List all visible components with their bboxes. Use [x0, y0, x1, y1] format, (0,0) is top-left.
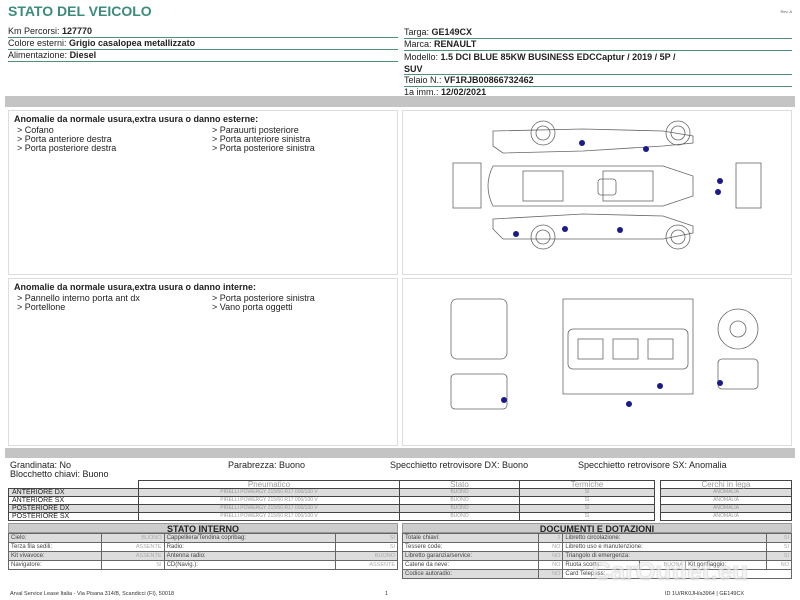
specchietto-sx: Specchietto retrovisore SX: Anomalia	[578, 460, 727, 470]
section-divider	[5, 96, 795, 107]
page-title: STATO DEL VEICOLO	[8, 3, 152, 19]
exterior-heading: Anomalie da normale usura,extra usura o …	[14, 114, 259, 124]
footer-address: Arval Service Lease Italia - Via Pisana …	[10, 591, 175, 597]
section-divider	[5, 448, 795, 458]
damage-item: > Pannello interno porta ant dx	[17, 293, 140, 303]
damage-item: > Vano porta oggetti	[212, 302, 293, 312]
info-row: Colore esterni: Grigio casalopea metalli…	[8, 38, 398, 50]
damage-markers	[501, 380, 723, 407]
interior-heading: Anomalie da normale usura,extra usura o …	[14, 282, 257, 292]
rims-table: Cerchi in lega ANOMALIA ANOMALIA ANOMALI…	[660, 480, 792, 521]
document-id: ID 1U/RK0JH/a3964 | GE149CX	[665, 591, 745, 597]
table-row: ANTERIORE SX PIRELLI POWERGY 215/60 R17 0…	[8, 496, 655, 505]
table-row: POSTERIORE SX PIRELLI POWERGY 215/60 R17 …	[8, 512, 655, 521]
vehicle-info-left: Km Percorsi: 127770 Colore esterni: Grig…	[8, 26, 398, 62]
table-row: ANTERIORE DX PIRELLI POWERGY 215/60 R17 0…	[8, 488, 655, 497]
specchietto-dx: Specchietto retrovisore DX: Buono	[390, 460, 529, 470]
damage-markers	[513, 140, 723, 237]
info-row: Targa: GE149CX	[404, 27, 792, 39]
info-row: Km Percorsi: 127770	[8, 26, 398, 38]
tyres-table: Pneumatico Stato Termiche ANTERIORE DX PIRE…	[8, 480, 655, 521]
blocchetto-chiavi: Blocchetto chiavi: Buono	[10, 469, 109, 479]
info-row: Alimentazione: Diesel	[8, 50, 398, 62]
vehicle-info-right: Targa: GE149CX Marca: RENAULT Modello: 1…	[404, 27, 792, 99]
damage-item: > Porta posteriore sinistra	[212, 293, 315, 303]
damage-item: > Porta anteriore sinistra	[212, 134, 311, 144]
interior-car-diagram	[402, 278, 792, 446]
stato-interno: STATO INTERNO Cielo: BUONO Cappelliera/Ten…	[7, 523, 399, 570]
info-row: Marca: RENAULT	[404, 39, 792, 51]
damage-item: > Cofano	[17, 125, 54, 135]
damage-item: > Porta posteriore destra	[17, 143, 117, 153]
exterior-car-diagram	[402, 110, 792, 275]
page-number: 1	[385, 591, 389, 597]
info-row: Telaio N.: VF1RJB00866732462	[404, 75, 792, 87]
section-title: STATO INTERNO	[8, 523, 398, 534]
damage-item: > Parauurti posteriore	[212, 125, 299, 135]
parabrezza: Parabrezza: Buono	[228, 460, 306, 470]
section-title: DOCUMENTI E DOTAZIONI	[402, 523, 792, 534]
interior-damage-list: Anomalie da normale usura,extra usura o …	[8, 278, 398, 446]
damage-item: > Porta posteriore sinistra	[212, 143, 315, 153]
exterior-damage-list: Anomalie da normale usura,extra usura o …	[8, 110, 398, 275]
revision: Rev. A	[780, 9, 793, 14]
damage-item: > Portellone	[17, 302, 66, 312]
grandinata: Grandinata: No	[10, 460, 72, 470]
table-row: POSTERIORE DX PIRELLI POWERGY 215/60 R17 …	[8, 504, 655, 513]
damage-item: > Porta anteriore destra	[17, 134, 112, 144]
documenti-dotazioni: DOCUMENTI E DOTAZIONI Totale chiavi: 2 Lib…	[402, 523, 792, 579]
info-row: Modello: 1.5 DCI BLUE 85KW BUSINESS EDCC…	[404, 51, 792, 75]
